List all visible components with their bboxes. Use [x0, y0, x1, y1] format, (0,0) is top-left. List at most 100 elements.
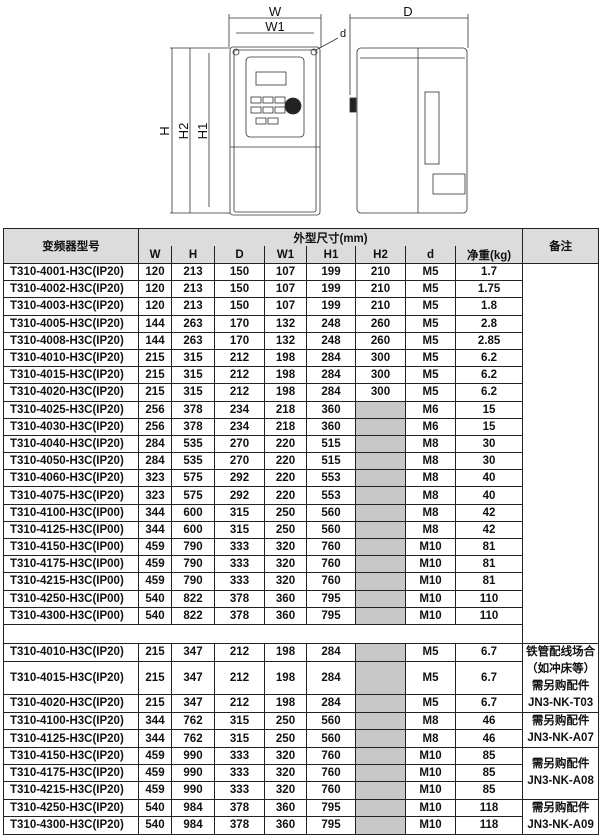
cell-h1: 284	[306, 366, 356, 385]
cell-h: 600	[171, 503, 215, 522]
cell-h: 984	[171, 798, 215, 817]
cell-d: 150	[214, 297, 265, 316]
cell-w1: 198	[264, 348, 307, 368]
cell-h1: 284	[306, 348, 356, 368]
cell-net-weight: 81	[454, 555, 524, 574]
cell-h2	[355, 434, 406, 454]
cell-net-weight: 15	[454, 417, 524, 436]
cell-h: 315	[171, 366, 215, 385]
cell-w1: 250	[264, 711, 307, 731]
table-row: T310-4020-H3C(IP20) 215 347 212 198 284 M5 6.7	[3, 694, 599, 713]
cell-h2: 210	[355, 262, 406, 282]
cell-h: 990	[171, 746, 215, 766]
header-w: W	[138, 246, 172, 264]
cell-d: 150	[214, 280, 265, 299]
cell-model: T310-4060-H3C(IP20)	[3, 469, 139, 488]
header-mount-screw: d	[405, 246, 456, 264]
label-H2: H2	[176, 123, 191, 140]
cell-w1: 198	[264, 383, 307, 402]
cell-h2	[355, 469, 406, 488]
cell-net-weight: 30	[454, 452, 524, 471]
cell-h1: 199	[306, 297, 356, 316]
cell-h2	[355, 520, 406, 540]
cell-h2	[355, 400, 406, 419]
cell-h: 378	[171, 417, 215, 436]
cell-h2	[355, 452, 406, 471]
cell-notes: 需另购配件 JN3-NK-A07	[522, 711, 600, 748]
cell-h1: 284	[306, 660, 356, 696]
table-row: T310-4040-H3C(IP20) 284 535 270 220 515 M8 30	[3, 434, 599, 454]
cell-model: T310-4030-H3C(IP20)	[3, 417, 139, 436]
cell-w: 459	[138, 764, 172, 783]
table-row: T310-4030-H3C(IP20) 256 378 234 218 360 M6 15	[3, 417, 599, 436]
table-row: T310-4008-H3C(IP20) 144 263 170 132 248 260 M5 2…	[3, 331, 599, 350]
table-row: T310-4175-H3C(IP00) 459 790 333 320 760 M10 81	[3, 555, 599, 574]
cell-w: 540	[138, 606, 172, 625]
note-line: 需另购配件	[531, 801, 590, 814]
cell-h1: 795	[306, 606, 356, 625]
cell-mount-screw: M6	[405, 417, 456, 436]
cell-w1: 198	[264, 366, 307, 385]
cell-model: T310-4025-H3C(IP20)	[3, 400, 139, 419]
cell-h1: 199	[306, 262, 356, 282]
cell-notes-empty	[522, 263, 600, 644]
cell-d: 333	[214, 781, 265, 800]
cell-w: 215	[138, 383, 172, 402]
cell-w1: 107	[264, 297, 307, 316]
cell-model: T310-4010-H3C(IP20)	[3, 642, 139, 662]
cell-d: 315	[214, 520, 265, 540]
cell-d: 212	[214, 694, 265, 713]
cell-mount-screw: M8	[405, 469, 456, 488]
cell-h2	[355, 694, 406, 713]
cell-net-weight: 15	[454, 400, 524, 419]
note-line: JN3-NK-A07	[527, 731, 594, 744]
inverter-dimension-drawing: W W1 D d H H2 H1	[157, 4, 469, 216]
cell-h2	[355, 746, 406, 766]
cell-h1: 795	[306, 798, 356, 817]
table-row: T310-4215-H3C(IP20) 459 990 333 320 760 M10 85	[3, 781, 599, 800]
cell-h2: 300	[355, 383, 406, 402]
header-model: 变频器型号	[3, 228, 139, 264]
cell-h1: 760	[306, 555, 356, 574]
cell-h: 378	[171, 400, 215, 419]
label-H: H	[157, 126, 172, 135]
table-row: T310-4060-H3C(IP20) 323 575 292 220 553 M8 40	[3, 469, 599, 488]
front-view-body	[229, 46, 321, 216]
cell-w1: 198	[264, 660, 307, 696]
cell-h1: 553	[306, 486, 356, 505]
cell-mount-screw: M8	[405, 729, 456, 748]
cell-net-weight: 46	[454, 711, 524, 731]
cell-w1: 250	[264, 503, 307, 522]
cell-w1: 220	[264, 434, 307, 454]
cell-mount-screw: M5	[405, 642, 456, 662]
label-H1: H1	[195, 123, 210, 140]
cell-d: 333	[214, 555, 265, 574]
cell-net-weight: 46	[454, 729, 524, 748]
cell-mount-screw: M6	[405, 400, 456, 419]
cell-mount-screw: M5	[405, 262, 456, 282]
cell-net-weight: 6.2	[454, 366, 524, 385]
cell-w: 215	[138, 660, 172, 696]
cell-w: 256	[138, 417, 172, 436]
table-row: T310-4150-H3C(IP20) 459 990 333 320 760 M10 85 需…	[3, 746, 600, 800]
header-net-weight: 净重(kg)	[454, 246, 524, 264]
cell-h1: 560	[306, 503, 356, 522]
cell-net-weight: 118	[454, 816, 524, 835]
cell-h2	[355, 642, 406, 662]
cell-h: 263	[171, 331, 215, 350]
cell-net-weight: 85	[454, 764, 524, 783]
cell-net-weight: 85	[454, 781, 524, 800]
cell-d: 212	[214, 366, 265, 385]
cell-net-weight: 6.2	[454, 383, 524, 402]
cell-h2: 300	[355, 366, 406, 385]
cell-h: 213	[171, 297, 215, 316]
cell-h: 263	[171, 314, 215, 333]
cell-h1: 795	[306, 589, 356, 608]
cell-h: 990	[171, 764, 215, 783]
cell-h1: 515	[306, 434, 356, 454]
cell-model: T310-4125-H3C(IP00)	[3, 520, 139, 540]
cell-h2	[355, 417, 406, 436]
cell-net-weight: 30	[454, 434, 524, 454]
note-line: JN3-NK-T03	[528, 696, 594, 709]
cell-h: 990	[171, 781, 215, 800]
